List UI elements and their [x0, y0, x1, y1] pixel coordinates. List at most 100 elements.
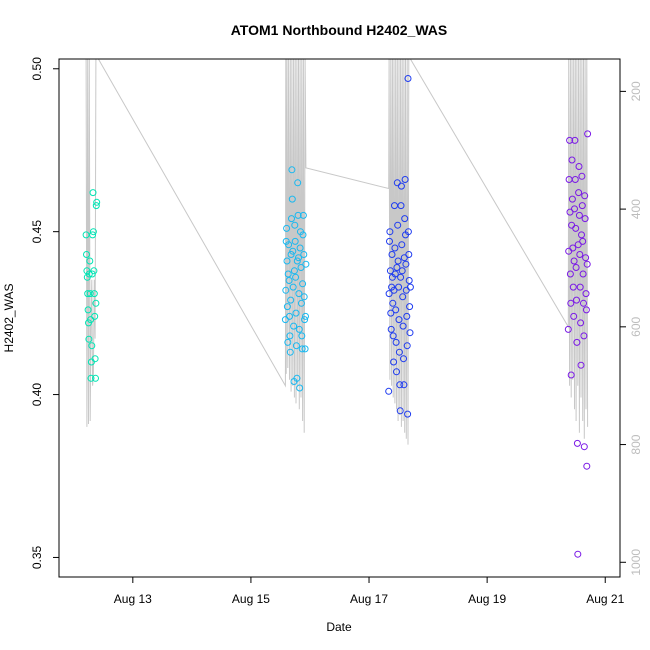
data-point-series3: [400, 355, 407, 363]
x-tick-label: Aug 13: [114, 592, 152, 606]
data-point-series2: [296, 244, 304, 252]
y-axis: 0.35 0.40 0.45 0.50: [30, 57, 59, 569]
data-point-series4: [582, 306, 590, 314]
data-point-series3: [390, 286, 398, 294]
data-point-series1: [88, 342, 96, 350]
data-point-series2: [292, 342, 300, 350]
data-point-series4: [583, 462, 591, 470]
data-point-series2: [288, 195, 296, 203]
data-point-series3: [385, 387, 393, 395]
data-point-series3: [389, 332, 397, 340]
data-point-series1: [91, 312, 99, 320]
data-point-series3: [397, 202, 405, 210]
data-point-series2: [295, 290, 303, 298]
data-point-series4: [572, 224, 580, 232]
secondary-series: [85, 58, 589, 445]
data-point-series4: [571, 205, 578, 213]
data-point-series3: [398, 241, 406, 249]
data-point-series3: [397, 182, 405, 190]
data-point-series2: [297, 299, 305, 307]
data-point-series4: [576, 251, 584, 258]
data-point-series3: [393, 368, 400, 376]
data-point-series3: [391, 244, 399, 252]
data-point-series2: [302, 312, 309, 320]
data-point-series2: [301, 345, 309, 353]
data-point-series3: [393, 264, 401, 271]
x-axis-title: Date: [326, 620, 352, 634]
data-point-series1: [89, 189, 97, 197]
data-point-series4: [566, 136, 574, 144]
data-point-series2: [291, 237, 299, 245]
data-point-series3: [402, 260, 410, 268]
data-point-series3: [396, 381, 404, 389]
data-point-series2: [299, 231, 307, 239]
data-point-series4: [570, 257, 578, 265]
data-point-series3: [396, 407, 404, 415]
data-point-series2: [283, 224, 291, 232]
data-point-series3: [403, 312, 411, 320]
data-point-series4: [584, 130, 592, 138]
data-point-series2: [289, 283, 297, 291]
data-point-series3: [404, 75, 412, 82]
y-axis-title: H2402_WAS: [2, 284, 16, 353]
data-point-series3: [399, 322, 407, 330]
data-point-series1: [85, 270, 93, 278]
data-point-series3: [404, 228, 412, 236]
data-point-series2: [297, 264, 305, 271]
data-point-series4: [581, 215, 589, 223]
data-point-series3: [391, 270, 399, 278]
chart-title: ATOM1 Northbound H2402_WAS: [231, 22, 448, 38]
data-point-series3: [401, 215, 409, 223]
data-point-series4: [570, 312, 578, 320]
data-point-series3: [405, 277, 413, 284]
data-point-series2: [300, 293, 308, 301]
secondary-series-line: [85, 58, 589, 445]
data-point-series4: [568, 195, 576, 203]
data-point-series2: [283, 257, 291, 265]
data-point-series4: [564, 325, 572, 333]
y2-tick-label: 600: [629, 316, 643, 336]
data-point-series3: [395, 348, 403, 356]
data-point-series2: [292, 309, 300, 317]
data-point-series3: [397, 273, 405, 281]
data-point-series3: [390, 358, 398, 366]
data-point-series1: [87, 374, 95, 382]
plot-frame: [58, 58, 621, 578]
data-point-series4: [572, 264, 580, 271]
data-point-series2: [287, 296, 295, 304]
y2-tick-label: 200: [629, 81, 643, 101]
data-point-series3: [386, 267, 394, 275]
data-point-series1: [90, 267, 98, 275]
data-point-series4: [566, 208, 574, 216]
data-point-series4: [578, 202, 586, 210]
x-tick-label: Aug 21: [586, 592, 624, 606]
data-point-series1: [84, 290, 92, 298]
y-tick-label: 0.50: [30, 57, 44, 81]
data-point-series3: [395, 283, 403, 291]
data-point-series4: [576, 283, 584, 291]
data-point-series2: [285, 241, 293, 249]
x-tick-label: Aug 17: [350, 592, 388, 606]
data-point-series4: [580, 443, 588, 451]
data-points: [82, 75, 592, 558]
data-point-series4: [579, 237, 587, 245]
data-point-series3: [406, 283, 414, 291]
data-point-series3: [394, 257, 402, 265]
data-point-series3: [394, 221, 402, 229]
data-point-series2: [299, 211, 307, 219]
x-axis: Aug 13 Aug 15 Aug 17 Aug 19 Aug 21: [114, 577, 625, 606]
data-point-series3: [400, 254, 408, 262]
data-point-series3: [386, 237, 393, 245]
data-point-series1: [85, 335, 93, 343]
data-point-series3: [406, 303, 414, 311]
data-point-series2: [295, 325, 303, 333]
data-point-series4: [580, 299, 587, 307]
data-point-series4: [574, 241, 582, 249]
data-point-series1: [90, 290, 98, 298]
data-point-series1: [91, 355, 99, 363]
data-point-series1: [84, 306, 92, 314]
data-point-series2: [299, 280, 307, 288]
y-tick-label: 0.35: [30, 545, 44, 569]
data-point-series2: [294, 211, 302, 219]
data-point-series2: [302, 260, 310, 268]
